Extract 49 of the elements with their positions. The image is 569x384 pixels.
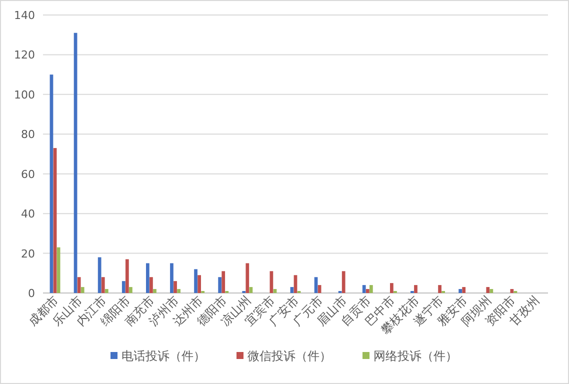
bar <box>249 287 253 293</box>
y-tick-label: 20 <box>21 247 35 260</box>
bar <box>246 263 250 293</box>
bar <box>366 289 370 293</box>
bar <box>80 287 84 293</box>
bar <box>369 285 373 293</box>
bar <box>194 269 198 293</box>
bar <box>174 281 177 293</box>
bar <box>318 285 322 293</box>
bar <box>218 277 222 293</box>
bar <box>125 259 129 293</box>
legend-label: 电话投诉（件） <box>122 349 206 363</box>
bar <box>342 271 346 293</box>
bar <box>170 263 174 293</box>
bar <box>490 289 494 293</box>
bar <box>270 271 274 293</box>
bar <box>153 289 156 293</box>
bar <box>104 289 108 293</box>
bar <box>273 289 277 293</box>
bar <box>294 275 298 293</box>
bar <box>222 271 226 293</box>
bar <box>129 287 132 293</box>
y-tick-label: 60 <box>21 168 35 181</box>
bar <box>510 289 514 293</box>
y-tick-label: 120 <box>14 48 35 62</box>
bar <box>122 281 126 293</box>
y-tick-label: 140 <box>14 9 35 22</box>
bar <box>390 283 394 293</box>
bar <box>486 287 490 293</box>
bar <box>314 277 318 293</box>
bar <box>198 275 201 293</box>
bar <box>177 289 180 293</box>
bar <box>101 277 105 293</box>
y-tick-label: 100 <box>14 88 35 102</box>
y-tick-label: 0 <box>28 287 35 300</box>
bar <box>458 289 462 293</box>
y-tick-label: 40 <box>21 208 35 221</box>
bar <box>77 277 81 293</box>
bar <box>362 285 366 293</box>
legend-label: 网络投诉（件） <box>374 349 458 363</box>
bar <box>438 285 442 293</box>
bar <box>414 285 418 293</box>
legend-label: 微信投诉（件） <box>248 349 332 363</box>
bar <box>462 287 466 293</box>
bar <box>290 287 294 293</box>
y-tick-label: 80 <box>21 128 35 142</box>
bar <box>150 277 153 293</box>
bar <box>146 263 150 293</box>
bar <box>98 257 102 293</box>
